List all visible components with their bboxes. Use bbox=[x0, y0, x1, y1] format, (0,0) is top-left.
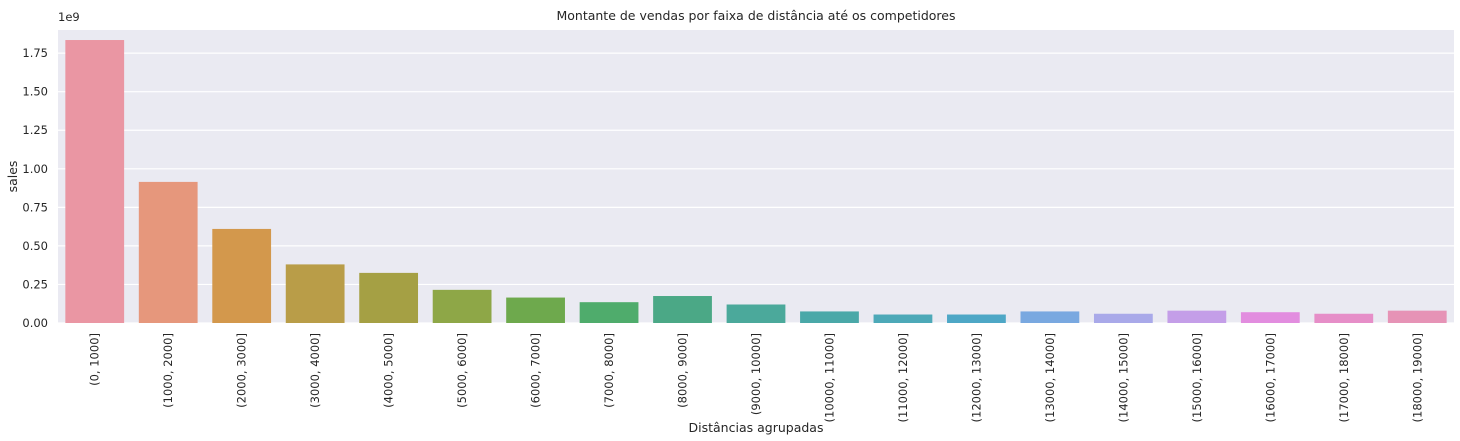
x-tick-label: (16000, 17000] bbox=[1263, 333, 1277, 422]
x-tick-label: (13000, 14000] bbox=[1043, 333, 1057, 422]
x-tick-label: (0, 1000] bbox=[88, 333, 102, 386]
bar bbox=[873, 314, 933, 323]
bar bbox=[579, 302, 639, 323]
bars bbox=[65, 40, 1447, 324]
x-tick-label: (5000, 6000] bbox=[455, 333, 469, 408]
y-tick-label: 0.50 bbox=[22, 239, 48, 253]
bar bbox=[359, 272, 419, 323]
x-tick-label: (12000, 13000] bbox=[969, 333, 983, 422]
y-scale-exponent: 1e9 bbox=[58, 10, 80, 24]
bar bbox=[1093, 313, 1153, 323]
bar bbox=[1314, 313, 1374, 323]
x-tick-label: (17000, 18000] bbox=[1337, 333, 1351, 422]
y-axis-label: sales bbox=[5, 161, 20, 193]
bar bbox=[1020, 311, 1080, 323]
x-tick-label: (2000, 3000] bbox=[235, 333, 249, 408]
x-tick-label: (8000, 9000] bbox=[676, 333, 690, 408]
x-tick-label: (9000, 10000] bbox=[749, 333, 763, 415]
bar bbox=[800, 311, 859, 323]
y-tick-labels: 0.00 0.25 0.50 0.75 1.00 1.25 1.50 1.75 bbox=[22, 46, 48, 330]
x-tick-label: (6000, 7000] bbox=[529, 333, 543, 408]
y-tick-label: 1.25 bbox=[22, 123, 48, 137]
x-tick-label: (3000, 4000] bbox=[308, 333, 322, 408]
y-tick-label: 0.00 bbox=[22, 316, 48, 330]
bar bbox=[212, 228, 272, 323]
bar bbox=[653, 296, 712, 323]
x-tick-label: (18000, 19000] bbox=[1410, 333, 1424, 422]
y-tick-label: 0.25 bbox=[22, 277, 48, 291]
bar bbox=[138, 181, 198, 323]
x-axis-label: Distâncias agrupadas bbox=[689, 420, 824, 435]
bar bbox=[1167, 310, 1227, 323]
y-tick-label: 1.75 bbox=[22, 46, 48, 60]
x-tick-label: (1000, 2000] bbox=[161, 333, 175, 408]
x-tick-label: (7000, 8000] bbox=[602, 333, 616, 408]
bar bbox=[65, 40, 125, 324]
y-tick-label: 1.50 bbox=[22, 85, 48, 99]
x-tick-label: (11000, 12000] bbox=[896, 333, 910, 422]
y-tick-label: 0.75 bbox=[22, 200, 48, 214]
x-tick-label: (15000, 16000] bbox=[1190, 333, 1204, 422]
bar bbox=[726, 304, 786, 323]
bar bbox=[506, 297, 565, 323]
bar bbox=[285, 264, 345, 323]
bar bbox=[432, 289, 492, 323]
x-tick-labels: (0, 1000] (1000, 2000] (2000, 3000] (3000, … bbox=[88, 333, 1425, 422]
y-tick-label: 1.00 bbox=[22, 162, 48, 176]
x-tick-label: (10000, 11000] bbox=[822, 333, 836, 422]
bar bbox=[1387, 310, 1447, 323]
chart-title: Montante de vendas por faixa de distânci… bbox=[556, 8, 955, 23]
x-tick-label: (14000, 15000] bbox=[1116, 333, 1130, 422]
bar bbox=[947, 314, 1006, 323]
x-tick-label: (4000, 5000] bbox=[382, 333, 396, 408]
bar bbox=[1240, 312, 1300, 323]
